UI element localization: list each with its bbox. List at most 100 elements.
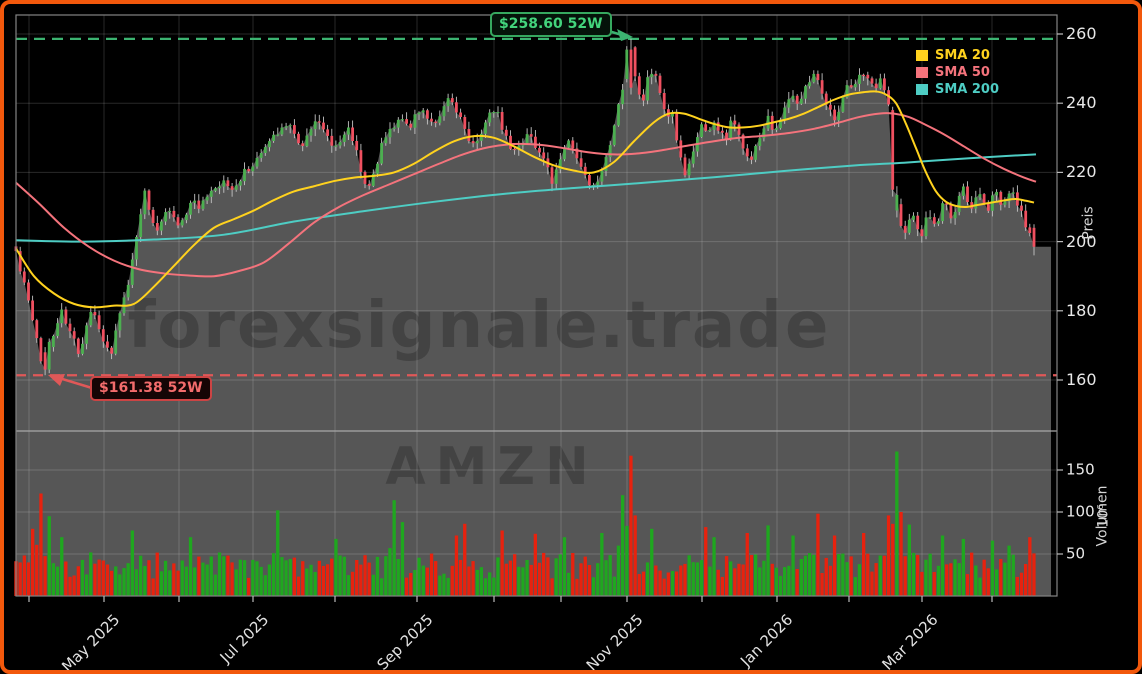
volume-bar [575,578,579,596]
candle-body [93,312,97,316]
candle-body [650,73,654,78]
candle-body [239,181,242,186]
volume-bar [695,562,700,596]
candle-body [974,197,978,209]
volume-bar [616,545,621,596]
legend-swatch [916,50,928,61]
volume-bar [384,556,388,596]
volume-bar [604,560,608,596]
volume-bar [272,553,276,596]
candle-body [1020,205,1023,211]
candle-body [334,145,338,147]
candle-body [347,127,350,135]
volume-bar [724,556,729,596]
volume-bar [43,556,47,596]
candle-body [446,98,450,107]
volume-bar [267,564,272,596]
candle-body [342,134,346,142]
candle-body [155,223,159,231]
candle-body [81,343,84,354]
candle-body [326,129,329,136]
volume-bar [217,552,222,596]
volume-bar [114,566,118,596]
candle-body [480,133,483,141]
volume-bar [134,569,139,596]
volume-bar [496,557,500,596]
volume-bar [791,535,795,596]
volume-bar [762,560,766,596]
candle-body [708,129,712,131]
candle-body [272,134,275,141]
volume-bar [93,563,97,596]
volume-bar [363,555,367,596]
volume-bar [828,565,833,596]
volume-bar [417,557,421,596]
volume-bar [26,562,31,596]
candle-body [525,134,529,143]
legend-label: SMA 20 [935,48,990,63]
volume-bar [778,575,783,596]
candle-body [829,104,832,110]
volume-bar [471,561,475,596]
volume-bar [970,552,974,596]
candle-body [916,215,920,230]
candle-body [114,330,118,354]
volume-bar [504,563,508,596]
volume-bar [675,571,679,596]
volume-bar [803,555,808,596]
candle-body [455,102,458,113]
candle-body [226,180,230,187]
candle-body [185,214,188,221]
candle-body [820,80,824,94]
low-annotation-arrowhead [48,374,65,386]
volume-bar [151,578,155,596]
candle-body [953,211,957,219]
volume-tick-label: 150 [1066,460,1095,479]
volume-bar [31,528,35,596]
candle-body [750,156,753,160]
volume-bar [97,559,101,596]
candle-body [313,121,317,130]
candle-body [288,125,292,127]
candle-body [72,331,76,339]
volume-bar [463,523,467,596]
candle-body [500,112,504,130]
sma50-line [15,112,1037,278]
candle-body [567,140,570,148]
volume-bar [458,559,463,596]
volume-bar [392,500,396,596]
candle-body [1032,227,1036,247]
volume-bar [766,525,770,596]
candle-body [837,111,841,121]
candle-body [966,186,969,203]
volume-bar [712,537,716,596]
candle-body [941,203,944,222]
candle-body [671,112,674,117]
volume-bar [1003,562,1007,596]
candle-body [384,137,388,144]
candle-body [380,143,383,164]
candle-body [895,194,899,211]
volume-bar [309,564,313,596]
volume-bar [317,560,321,596]
candle-body [488,112,492,123]
candle-body [563,147,566,160]
volume-tick-label: 50 [1066,544,1086,563]
volume-bar [940,535,945,596]
volume-bar [666,572,670,596]
volume-bar [699,560,704,596]
volume-bar [691,562,695,596]
volume-bar [824,557,828,596]
candle-body [779,119,782,129]
volume-bar [754,554,758,596]
candle-body [662,93,666,110]
volume-bar [375,556,380,596]
candle-body [421,110,425,113]
candle-body [214,188,217,191]
legend-label: SMA 200 [935,82,1000,97]
price-tick-label: 260 [1066,24,1097,43]
candle-body [596,181,600,185]
volume-bar [1015,576,1019,596]
candle-body [31,300,34,321]
volume-bar [741,564,745,596]
